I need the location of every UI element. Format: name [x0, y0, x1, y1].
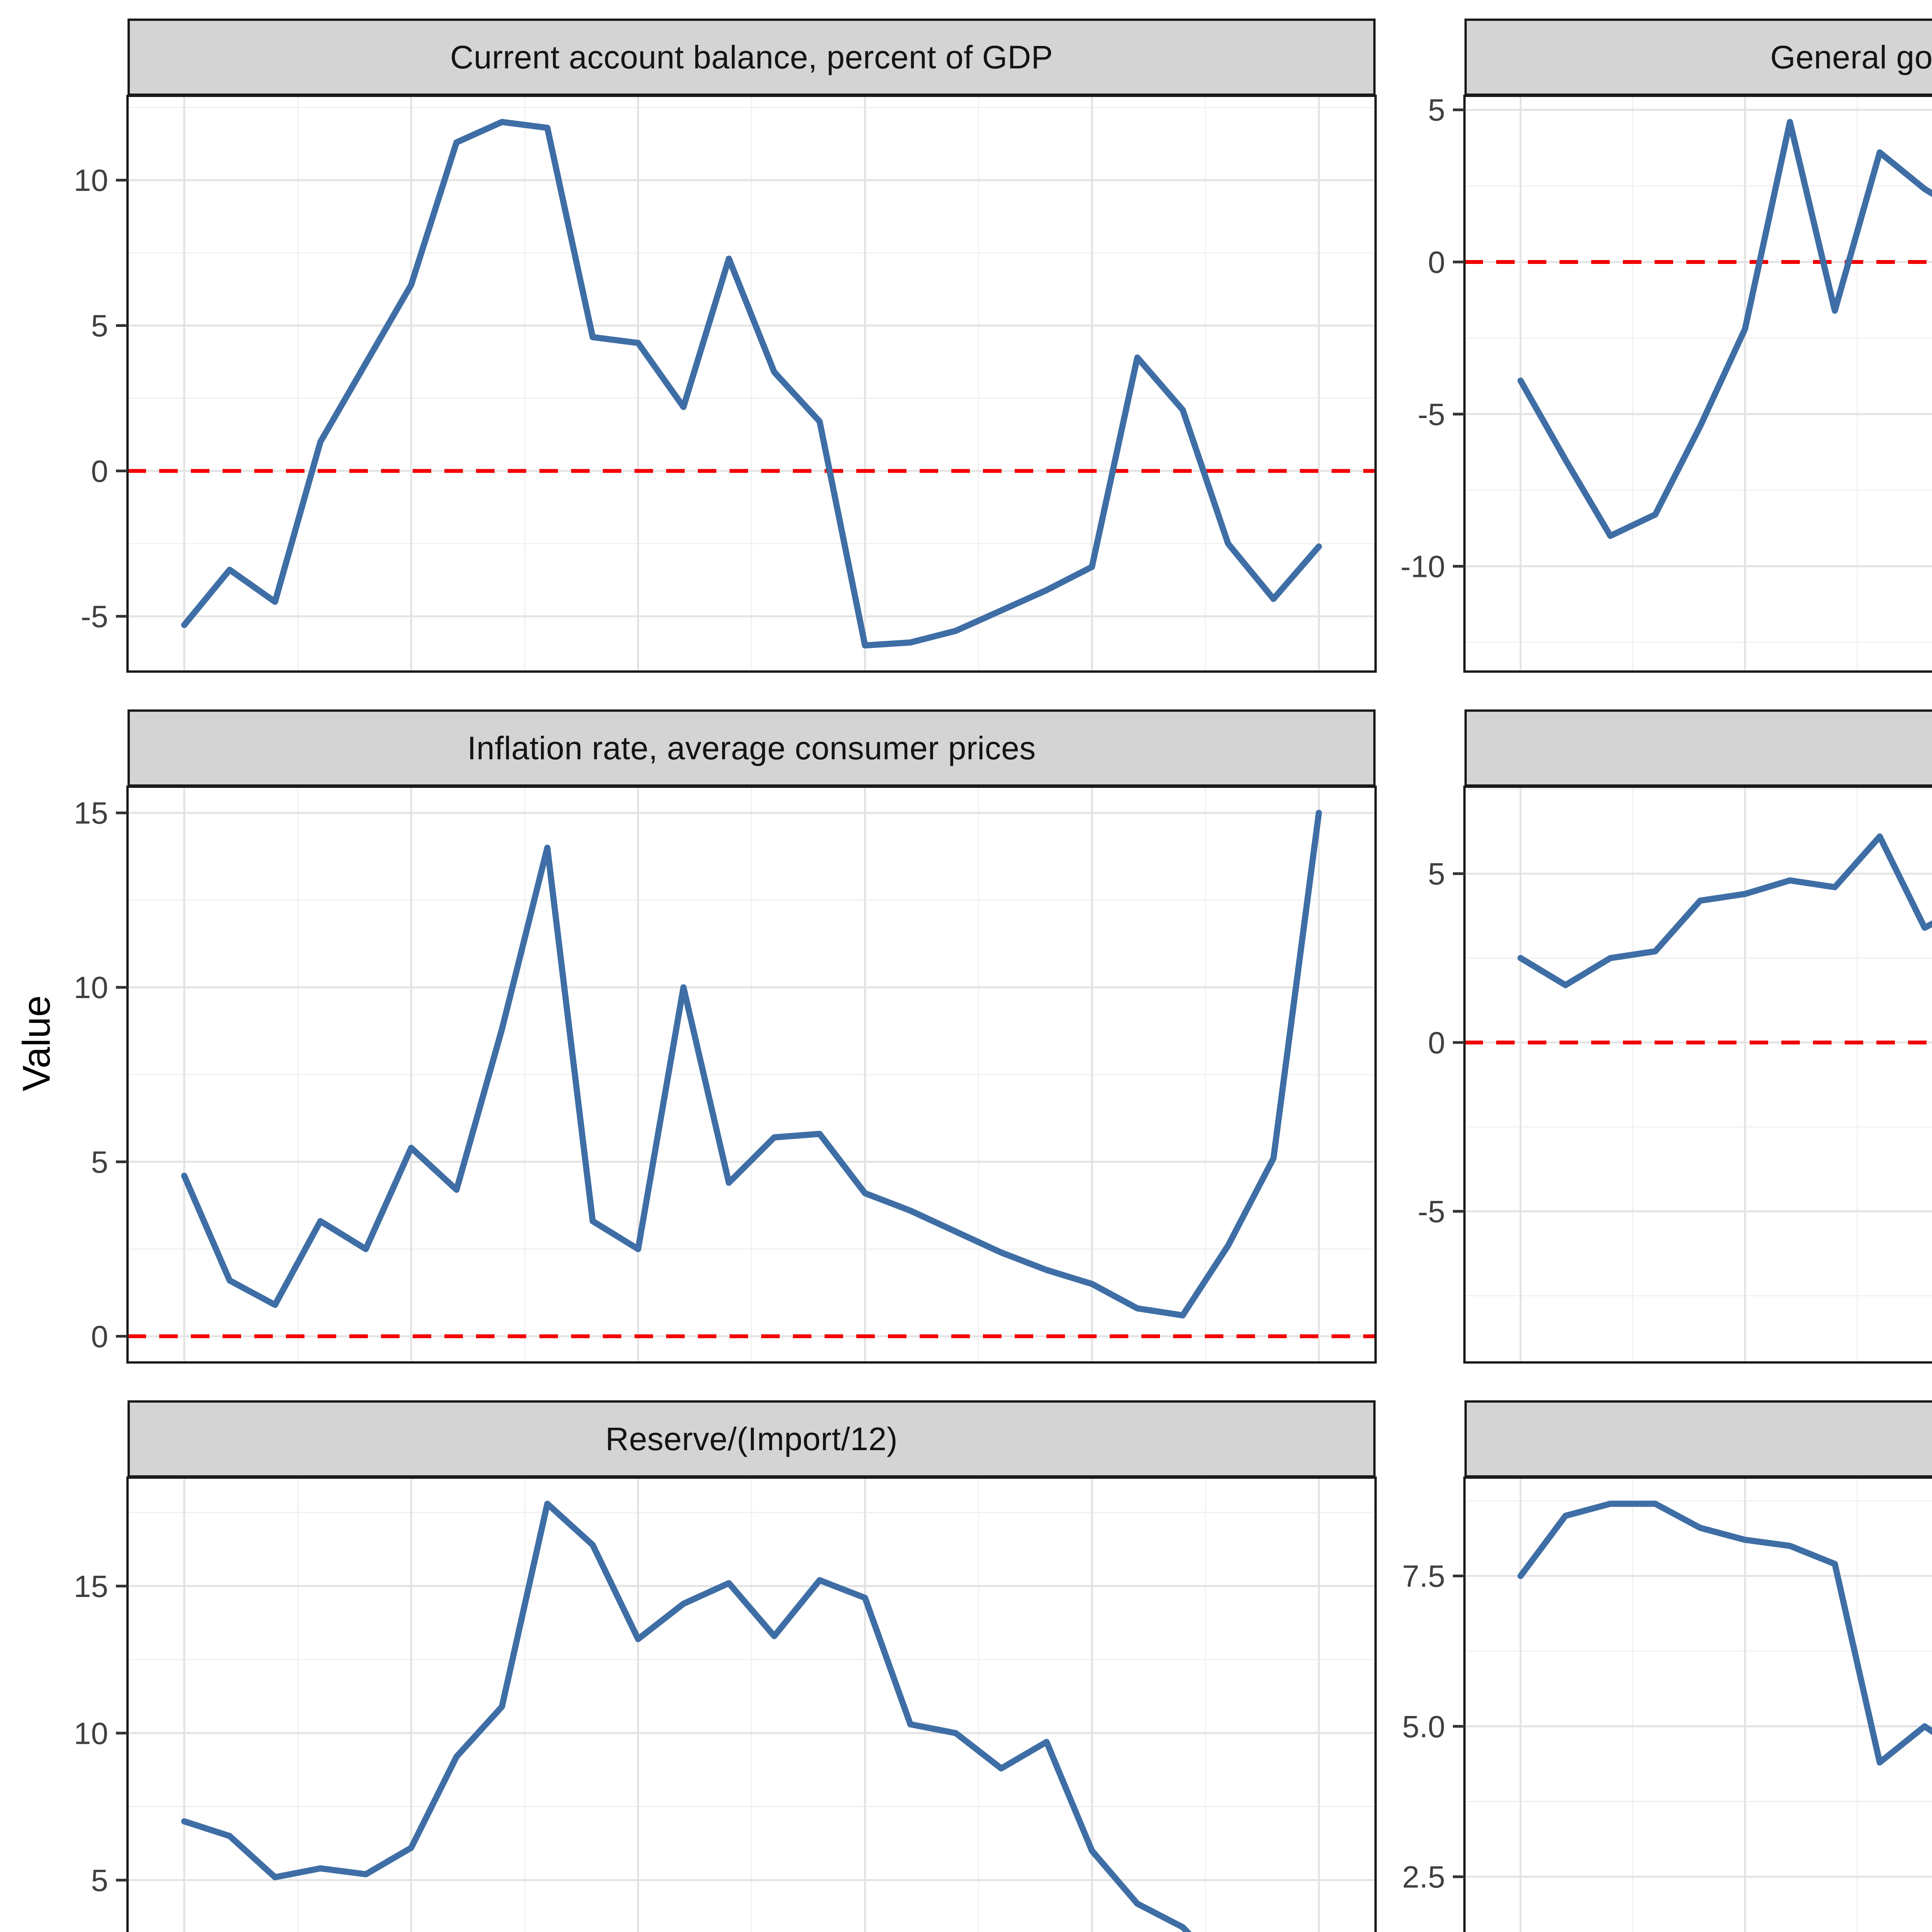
panel-real-gdp-growth: Real GDP growth -5 0 5: [1337, 709, 1932, 1366]
y-tick-label: 5: [91, 308, 109, 343]
plot-area-government-net-lending: -10 -5 0 5: [1400, 93, 1932, 673]
series-line: [1517, 1500, 1932, 1766]
panel-border: [1463, 1476, 1932, 1932]
strip-government-net-lending: General government net lending/borrowing: [1464, 19, 1932, 96]
grid-minor: [128, 787, 1376, 1362]
grid-minor: [128, 1478, 1376, 1932]
strip-title: Reserve/(Import/12): [605, 1420, 898, 1457]
plot-area-reserve-import-months: 051015200020052010201520202025: [74, 1476, 1377, 1932]
strip-title: Current account balance, percent of GDP: [450, 39, 1053, 75]
y-tick-label: 5: [91, 1863, 109, 1898]
y-tick-label: 7.5: [1402, 1559, 1445, 1594]
y-axis: -5 0 5: [1418, 857, 1464, 1229]
panel-reserve-import-months: Reserve/(Import/12) 05101520002005201020…: [0, 1400, 1387, 1932]
y-axis: 0.02.55.07.5: [1402, 1559, 1464, 1894]
plot-area-unemployment-rate: 0.02.55.07.5200020052010201520202025: [1402, 1476, 1932, 1932]
panel-border: [1463, 95, 1932, 673]
y-tick-label: 5.0: [1402, 1709, 1445, 1744]
plot-area-inflation-rate: 0 5 10 15: [74, 786, 1377, 1364]
panel-current-account-balance: Current account balance, percent of GDP …: [0, 19, 1387, 675]
grid-minor: [128, 96, 1376, 672]
panel-border: [1463, 786, 1932, 1364]
y-axis: -5 0 5 10: [74, 163, 128, 634]
y-tick-label: 5: [1428, 857, 1446, 891]
y-tick-label: -5: [81, 599, 108, 634]
panel-inflation-rate: Inflation rate, average consumer prices …: [0, 709, 1387, 1366]
panel-border: [126, 95, 1377, 673]
series-line: [1517, 119, 1932, 539]
grid-minor: [1464, 787, 1932, 1362]
strip-unemployment-rate: Unemployment rate: [1464, 1400, 1932, 1478]
grid-minor: [1464, 1478, 1932, 1932]
y-tick-label: -10: [1400, 549, 1445, 584]
y-tick-label: -5: [1418, 397, 1445, 432]
y-tick-label: 5: [1428, 93, 1446, 127]
panel-background: [1464, 96, 1932, 672]
series-line: [181, 1500, 1192, 1932]
strip-inflation-rate: Inflation rate, average consumer prices: [128, 709, 1376, 787]
panel-background: [1464, 1478, 1932, 1932]
series-line: [1517, 833, 1932, 988]
strip-current-account-balance: Current account balance, percent of GDP: [128, 19, 1376, 96]
strip-title: General government net lending/borrowing: [1770, 39, 1932, 75]
y-tick-label: 15: [74, 796, 108, 830]
grid-major: [128, 96, 1376, 672]
series-line: [181, 119, 1322, 649]
panel-background: [1464, 787, 1932, 1362]
strip-reserve-import-months: Reserve/(Import/12): [128, 1400, 1376, 1478]
y-tick-label: 0: [91, 454, 109, 488]
y-tick-label: 10: [74, 1716, 108, 1750]
y-axis: 0 5 10 15: [74, 796, 128, 1354]
panel-border: [126, 786, 1377, 1364]
plot-area-real-gdp-growth: -5 0 5: [1418, 786, 1932, 1364]
y-tick-label: -5: [1418, 1194, 1445, 1229]
y-tick-label: 15: [74, 1569, 108, 1604]
panel-border: [126, 1476, 1377, 1932]
y-tick-label: 0: [1428, 1026, 1446, 1060]
y-axis: -10 -5 0 5: [1400, 93, 1464, 584]
y-tick-label: 10: [74, 163, 108, 197]
panel-government-net-lending: General government net lending/borrowing…: [1337, 19, 1932, 675]
series-line: [181, 810, 1322, 1319]
y-tick-label: 2.5: [1402, 1860, 1445, 1894]
panel-unemployment-rate: Unemployment rate 0.02.55.07.52000200520…: [1337, 1400, 1932, 1932]
y-tick-label: 10: [74, 970, 108, 1005]
y-tick-label: 0: [91, 1319, 109, 1354]
strip-title: Inflation rate, average consumer prices: [467, 730, 1036, 766]
strip-real-gdp-growth: Real GDP growth: [1464, 709, 1932, 787]
y-tick-label: 5: [91, 1145, 109, 1179]
y-tick-label: 0: [1428, 245, 1446, 279]
plot-area-current-account-balance: -5 0 5 10: [74, 95, 1377, 673]
grid-major: [128, 1478, 1376, 1932]
